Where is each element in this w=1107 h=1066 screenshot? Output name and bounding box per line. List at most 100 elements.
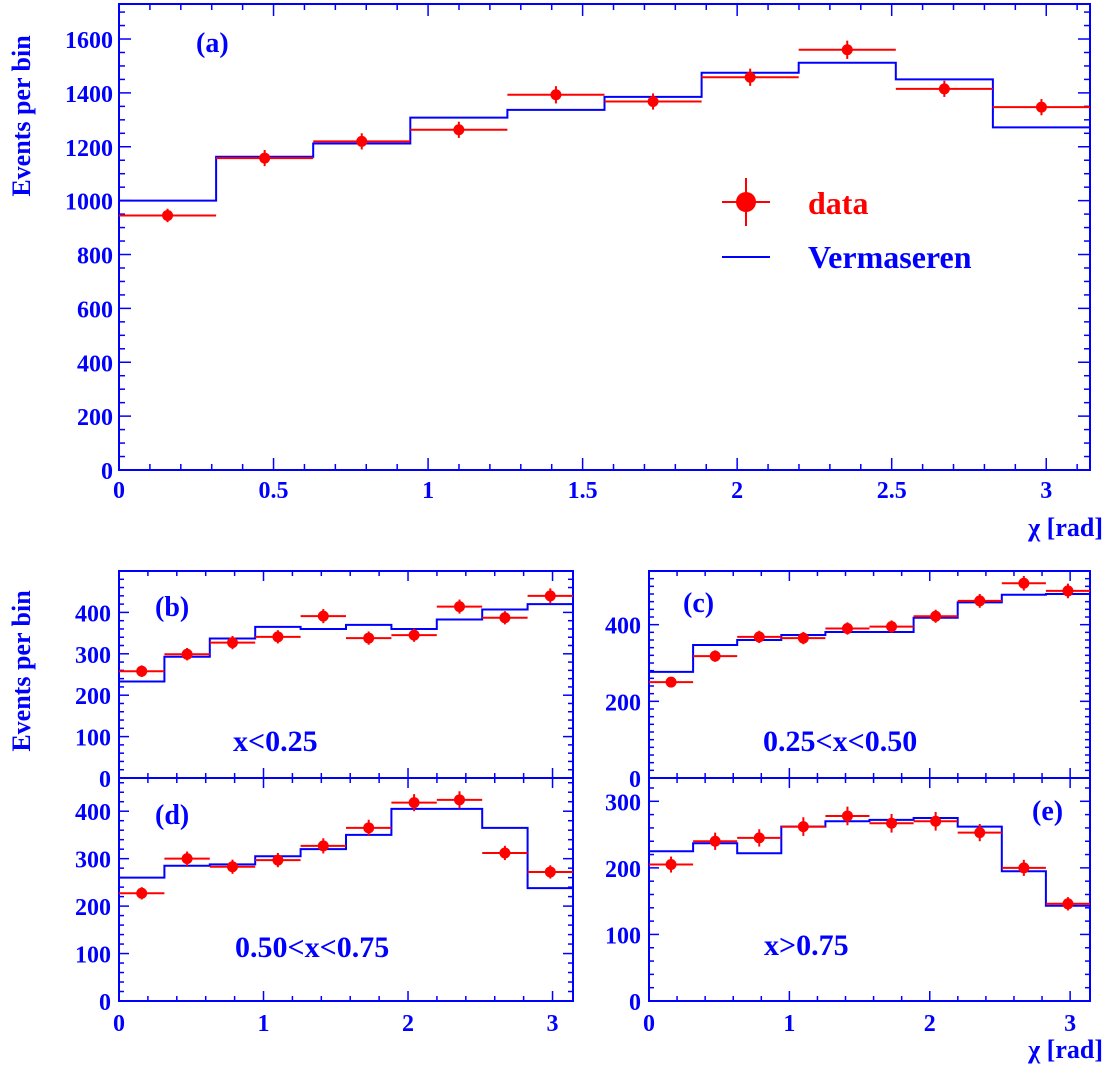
data-point: [317, 610, 329, 622]
data-point: [886, 817, 898, 829]
data-point: [499, 847, 511, 859]
y-tick-label: 400: [75, 601, 111, 627]
data-point: [938, 83, 950, 95]
data-point: [974, 827, 986, 839]
data-point: [930, 610, 942, 622]
panel-b: 0 100 200 300 400: [75, 570, 574, 793]
data-point: [363, 822, 375, 834]
y-tick-label: 0: [99, 990, 111, 1016]
data-point: [647, 96, 659, 108]
legend-model-label: Vermaseren: [808, 239, 972, 275]
y-tick-label: 300: [605, 790, 641, 816]
y-tick-label: 200: [75, 895, 111, 921]
data-point: [136, 665, 148, 677]
x-tick-label: 1: [783, 1011, 795, 1037]
x-tick-label: 1: [422, 478, 434, 504]
panel-b-ylabel: Events per bin: [7, 590, 36, 752]
data-point: [162, 209, 174, 221]
panel-a-tag: (a): [196, 28, 229, 59]
panel-a: 0 200 400 600 800 1000 1200 1400 1600 0 0.5 1 1.5 2 2.…: [65, 3, 1091, 504]
data-point: [181, 648, 193, 660]
y-tick-label: 100: [75, 943, 111, 969]
panel-c-range-label: 0.25<x<0.50: [763, 725, 917, 758]
panel-d-range-label: 0.50<x<0.75: [235, 931, 389, 964]
panel-d-tag: (d): [155, 800, 189, 831]
data-point: [408, 629, 420, 641]
y-tick-label: 400: [605, 614, 641, 640]
data-point: [709, 835, 721, 847]
x-tick-label: 3: [1064, 1011, 1076, 1037]
y-tick-label: 0: [101, 459, 113, 485]
x-tick-label: 0: [113, 1011, 125, 1037]
legend-data-label: data: [808, 185, 868, 221]
panel-e: 0 100 200 300 0 1 2 3: [605, 777, 1091, 1037]
data-point: [227, 637, 238, 649]
x-tick-label: 0.5: [259, 478, 289, 504]
y-tick-label: 100: [75, 726, 111, 752]
x-tick-label: 0: [113, 478, 125, 504]
panel-e-xlabel: χ [rad]: [1027, 1035, 1103, 1064]
y-tick-label: 200: [605, 857, 641, 883]
data-point: [454, 601, 465, 613]
data-point: [1018, 862, 1030, 874]
data-point: [544, 866, 556, 878]
x-tick-label: 1.5: [568, 478, 598, 504]
data-point: [259, 152, 271, 164]
x-tick-label: 1: [258, 1011, 270, 1037]
y-tick-label: 600: [77, 297, 113, 323]
panel-a-ylabel: Events per bin: [7, 35, 36, 197]
data-point: [841, 623, 853, 634]
x-tick-label: 3: [547, 1011, 559, 1037]
data-point: [665, 676, 677, 688]
data-point: [974, 595, 986, 607]
data-point: [665, 859, 677, 871]
x-tick-label: 2.5: [877, 478, 907, 504]
data-point: [181, 853, 193, 865]
data-point: [317, 840, 329, 852]
y-tick-label: 300: [75, 643, 111, 669]
x-tick-label: 2: [924, 1011, 936, 1037]
x-tick-label: 2: [731, 478, 743, 504]
y-tick-label: 200: [605, 690, 641, 716]
data-point: [930, 815, 942, 827]
data-point: [136, 887, 148, 899]
y-tick-label: 400: [77, 351, 113, 377]
data-point: [753, 631, 765, 643]
data-point: [744, 71, 756, 83]
data-point: [363, 632, 375, 644]
data-point: [1062, 585, 1074, 597]
plot-frame: [648, 777, 1091, 1002]
data-point: [886, 621, 898, 633]
data-point: [753, 832, 765, 844]
data-point: [272, 854, 284, 866]
y-tick-label: 100: [605, 923, 641, 949]
panel-e-tag: (e): [1032, 796, 1063, 827]
y-tick-label: 0: [629, 990, 641, 1016]
data-point: [408, 797, 420, 809]
y-tick-label: 1400: [65, 82, 113, 108]
panel-e-range-label: x>0.75: [764, 929, 849, 962]
data-point: [1018, 577, 1030, 589]
y-tick-label: 200: [77, 405, 113, 431]
data-point: [550, 89, 562, 101]
model-histogram: [649, 593, 1090, 673]
panel-c-tag: (c): [683, 588, 714, 619]
legend-data-marker: [736, 192, 756, 212]
data-point: [499, 612, 511, 624]
y-tick-label: 200: [75, 684, 111, 710]
data-point: [356, 135, 368, 147]
data-point: [1035, 101, 1047, 113]
panel-c: 0 200 400: [605, 570, 1091, 793]
panel-a-xlabel: χ [rad]: [1027, 513, 1103, 542]
x-tick-label: 0: [643, 1011, 655, 1037]
data-point: [1062, 898, 1074, 910]
y-tick-label: 400: [75, 800, 111, 826]
panel-b-tag: (b): [155, 592, 189, 623]
data-point: [709, 650, 721, 662]
legend: data Vermaseren: [722, 178, 972, 275]
y-tick-label: 1000: [65, 190, 113, 216]
model-histogram: [119, 807, 573, 890]
data-point: [841, 44, 853, 56]
data-point: [841, 810, 853, 822]
